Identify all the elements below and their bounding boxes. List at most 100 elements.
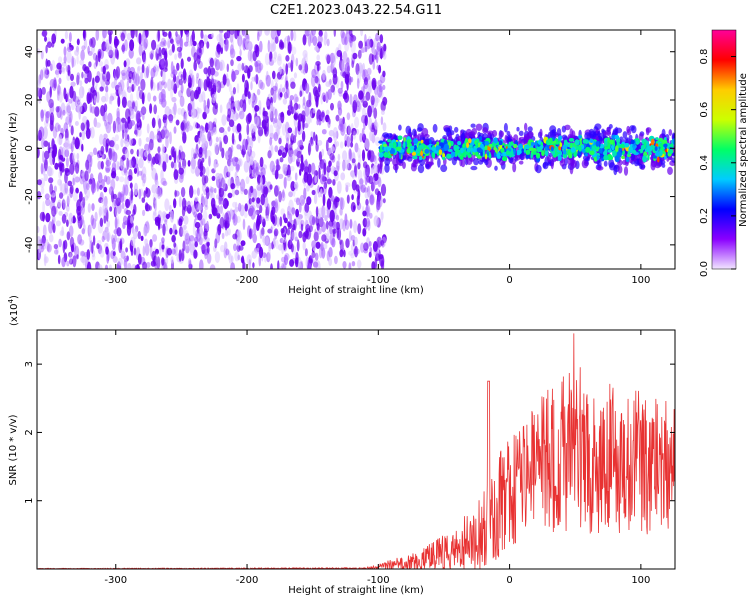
- heatmap-cell: [146, 261, 151, 269]
- colorbar-gradient: [711, 29, 737, 270]
- heatmap-cell: [363, 81, 369, 90]
- heatmap-cell: [99, 217, 104, 227]
- heatmap-cell: [443, 143, 450, 151]
- heatmap-cell: [194, 196, 199, 202]
- heatmap-cell: [37, 87, 41, 97]
- heatmap-cell: [167, 38, 171, 50]
- heatmap-cell: [369, 130, 374, 142]
- heatmap-cell: [76, 38, 80, 46]
- heatmap-cell: [104, 207, 108, 217]
- heatmap-cell: [615, 145, 619, 152]
- heatmap-cell: [181, 197, 187, 211]
- heatmap-cell: [256, 197, 261, 204]
- heatmap-cell: [173, 198, 177, 209]
- heatmap-cell: [82, 196, 86, 208]
- heatmap-cell: [349, 30, 353, 37]
- heatmap-cell: [174, 53, 178, 61]
- heatmap-cell: [294, 96, 298, 104]
- heatmap-cell: [330, 146, 335, 152]
- heatmap-cell: [145, 186, 148, 195]
- heatmap-cell: [190, 147, 195, 161]
- heatmap-cell: [78, 239, 85, 246]
- heatmap-cell: [83, 38, 88, 49]
- heatmap-cell: [274, 117, 278, 124]
- heatmap-cell: [283, 91, 288, 100]
- heatmap-cell: [152, 95, 157, 102]
- heatmap-cell: [549, 125, 557, 134]
- heatmap-cell: [225, 40, 229, 52]
- heatmap-cell: [278, 190, 282, 203]
- heatmap-cell: [198, 78, 203, 90]
- y-tick-label: 40: [24, 45, 35, 58]
- heatmap-cell: [164, 198, 170, 211]
- heatmap-cell: [127, 100, 132, 108]
- heatmap-cell: [429, 139, 432, 144]
- heatmap-cell: [224, 212, 230, 225]
- heatmap-cell: [534, 140, 538, 148]
- heatmap-cell: [315, 77, 321, 85]
- heatmap-cell: [287, 41, 292, 54]
- heatmap-cell: [226, 114, 231, 122]
- heatmap-cell: [163, 129, 170, 139]
- heatmap-cell: [192, 148, 199, 155]
- heatmap-cell: [500, 153, 504, 157]
- heatmap-cell: [332, 52, 337, 63]
- heatmap-cell: [243, 160, 250, 173]
- heatmap-cell: [380, 116, 384, 126]
- heatmap-cell: [335, 214, 340, 221]
- heatmap-cell: [377, 190, 382, 202]
- heatmap-cell: [207, 65, 212, 77]
- heatmap-cell: [116, 107, 120, 119]
- heatmap-cell: [57, 199, 62, 208]
- heatmap-cell: [312, 131, 316, 142]
- heatmap-cell: [62, 240, 66, 254]
- heatmap-cell: [95, 30, 100, 41]
- heatmap-cell: [110, 178, 116, 191]
- heatmap-cell: [539, 128, 543, 138]
- heatmap-cell: [38, 126, 45, 139]
- heatmap-cell: [273, 51, 277, 60]
- colorbar-tick-label: 0.8: [699, 49, 710, 65]
- heatmap-cell: [475, 123, 483, 131]
- heatmap-cell: [105, 85, 109, 93]
- heatmap-cell: [290, 81, 296, 89]
- heatmap-cell: [279, 157, 284, 163]
- heatmap-cell: [48, 177, 54, 184]
- heatmap-cell: [162, 160, 167, 172]
- heatmap-cell: [203, 99, 207, 112]
- heatmap-cell: [339, 239, 342, 245]
- heatmap-cell: [68, 31, 72, 43]
- heatmap-cell: [135, 73, 140, 86]
- heatmap-cell: [382, 122, 387, 132]
- heatmap-cell: [657, 156, 660, 163]
- heatmap-cell: [92, 77, 95, 88]
- heatmap-cell: [218, 136, 222, 143]
- heatmap-cell: [357, 102, 362, 113]
- heatmap-cell: [97, 153, 100, 161]
- heatmap-cell: [290, 30, 294, 41]
- heatmap-cell: [98, 60, 104, 67]
- heatmap-cell: [253, 222, 257, 235]
- heatmap-cell: [142, 225, 148, 237]
- heatmap-cell: [76, 74, 80, 86]
- heatmap-cell: [345, 238, 350, 249]
- x-tick-label: -300: [104, 275, 127, 286]
- heatmap-cell: [362, 210, 367, 217]
- heatmap-cell: [283, 37, 287, 49]
- heatmap-cell: [470, 165, 478, 171]
- heatmap-cell: [95, 122, 101, 128]
- heatmap-cell: [143, 37, 149, 49]
- heatmap-cell: [212, 207, 218, 217]
- heatmap-cell: [220, 46, 223, 55]
- heatmap-cell: [146, 123, 150, 134]
- heatmap-cell: [259, 176, 263, 186]
- heatmap-cell: [104, 121, 110, 130]
- heatmap-cell: [220, 244, 225, 253]
- heatmap-cell: [379, 83, 382, 91]
- heatmap-cell: [89, 103, 93, 114]
- heatmap-cell: [92, 235, 96, 246]
- heatmap-cell: [321, 221, 327, 233]
- heatmap-cell: [357, 71, 361, 84]
- heatmap-cell: [293, 149, 299, 157]
- heatmap-cell: [154, 134, 159, 140]
